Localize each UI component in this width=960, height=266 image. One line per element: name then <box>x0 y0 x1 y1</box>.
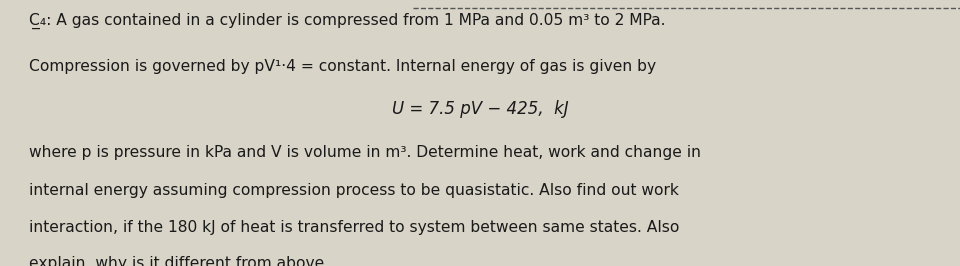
Text: C̲₄: A gas contained in a cylinder is compressed from 1 MPa and 0.05 m³ to 2 MPa: C̲₄: A gas contained in a cylinder is co… <box>29 13 665 29</box>
Text: Compression is governed by pV¹·4 = constant. Internal energy of gas is given by: Compression is governed by pV¹·4 = const… <box>29 60 656 74</box>
Text: interaction, if the 180 kJ of heat is transferred to system between same states.: interaction, if the 180 kJ of heat is tr… <box>29 221 679 235</box>
Text: internal energy assuming compression process to be quasistatic. Also find out wo: internal energy assuming compression pro… <box>29 183 679 198</box>
Text: explain, why is it different from above.: explain, why is it different from above. <box>29 256 329 266</box>
Text: where p is pressure in kPa and V is volume in m³. Determine heat, work and chang: where p is pressure in kPa and V is volu… <box>29 145 701 160</box>
Text: U = 7.5 pV − 425,  kJ: U = 7.5 pV − 425, kJ <box>392 100 568 118</box>
